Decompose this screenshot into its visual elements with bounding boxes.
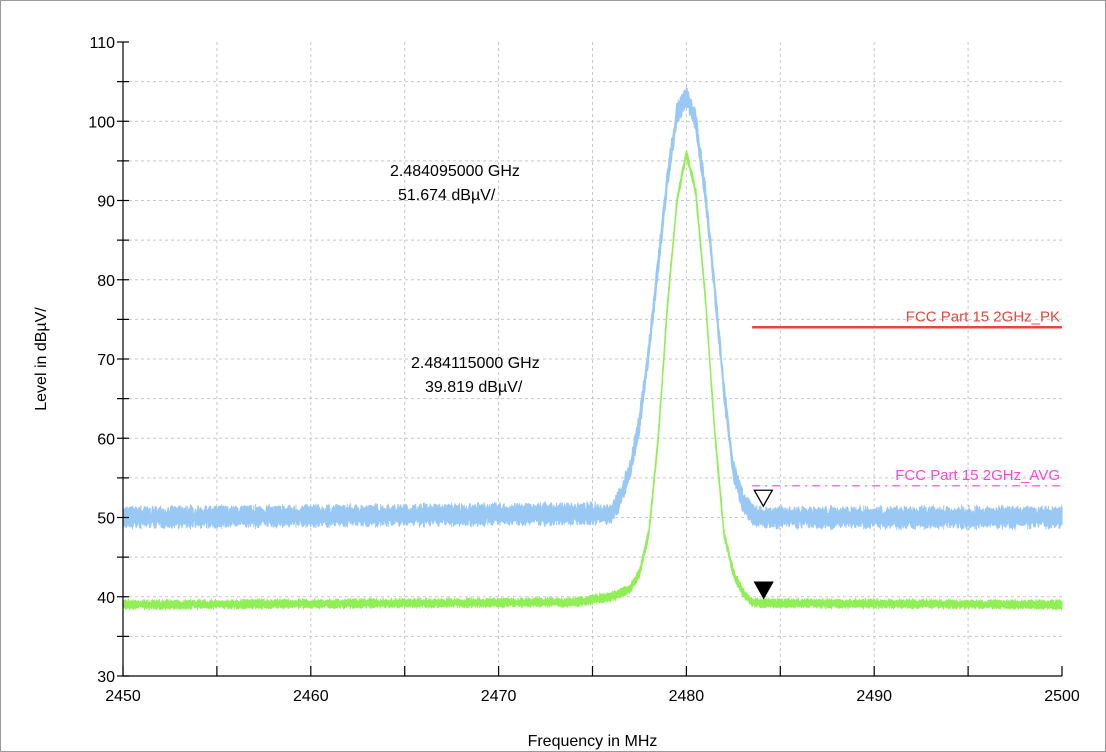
y-tick-label: 50 bbox=[97, 511, 115, 528]
y-tick-label: 40 bbox=[97, 590, 115, 607]
y-tick-label: 60 bbox=[97, 431, 115, 448]
x-tick-label: 2480 bbox=[669, 688, 705, 705]
marker-filled-triangle bbox=[755, 582, 773, 598]
x-tick-label: 2450 bbox=[105, 688, 141, 705]
y-tick-label: 90 bbox=[97, 194, 115, 211]
limit-line-label: FCC Part 15 2GHz_AVG bbox=[895, 467, 1060, 484]
x-tick-label: 2500 bbox=[1044, 688, 1080, 705]
y-tick-label: 100 bbox=[88, 114, 115, 131]
y-tick-label: 70 bbox=[97, 352, 115, 369]
grid bbox=[123, 42, 1062, 676]
marker-frequency-label: 2.484095000 GHz bbox=[390, 163, 520, 180]
y-axis-title: Level in dBµV/ bbox=[33, 307, 50, 411]
marker-level-label: 39.819 dBµV/ bbox=[425, 379, 523, 396]
marker-frequency-label: 2.484115000 GHz bbox=[411, 355, 540, 372]
limit-lines: FCC Part 15 2GHz_PK FCC Part 15 2GHz_AVG bbox=[752, 308, 1062, 486]
y-tick-label: 80 bbox=[97, 273, 115, 290]
x-axis-title: Frequency in MHz bbox=[528, 733, 658, 750]
x-tick-label: 2470 bbox=[481, 688, 517, 705]
marker-level-label: 51.674 dBµV/ bbox=[398, 187, 496, 204]
x-tick-label: 2460 bbox=[293, 688, 329, 705]
labels: Frequency in MHz Level in dBµV/2.48409500… bbox=[33, 163, 657, 750]
limit-line-label: FCC Part 15 2GHz_PK bbox=[906, 308, 1060, 325]
y-tick-label: 30 bbox=[97, 669, 115, 686]
x-tick-label: 2490 bbox=[856, 688, 892, 705]
marker-hollow-triangle bbox=[754, 490, 772, 506]
y-tick-label: 110 bbox=[89, 35, 115, 52]
